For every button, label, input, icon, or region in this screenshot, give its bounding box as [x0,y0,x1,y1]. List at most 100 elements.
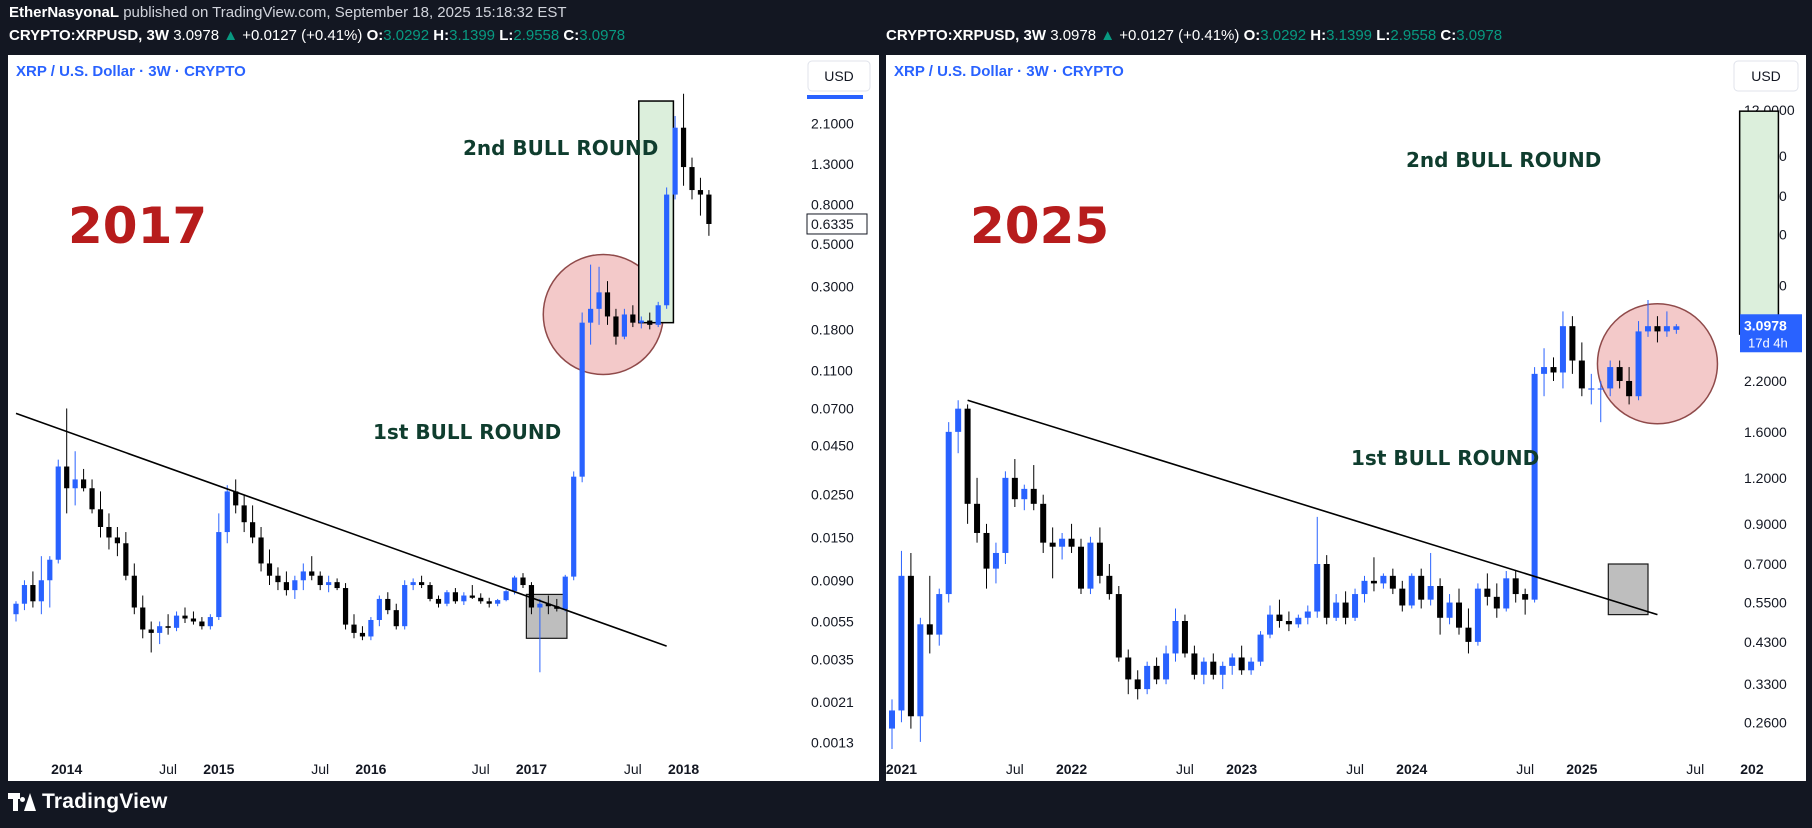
candle-body [613,316,619,337]
x-tick-label: Jul [1176,761,1194,777]
candle-body [545,603,551,607]
candle-body [917,624,924,717]
candle-body [1163,653,1170,680]
candle-body [283,582,289,591]
candle-body [1569,326,1576,361]
currency-button-label[interactable]: USD [1751,68,1781,84]
low-value: 2.9558 [1390,27,1437,44]
close-value: 3.0978 [1456,27,1503,44]
candle-body [148,629,154,633]
candle-body [974,503,981,533]
consolidation-box [1607,563,1649,616]
candle-body [596,292,602,309]
currency-button[interactable] [1733,60,1799,92]
candle-body [1616,367,1623,381]
candle-body [1219,665,1226,675]
candle-body [1068,538,1075,547]
candle-body [393,610,399,627]
candle-body [140,607,146,630]
candle-body [275,575,281,583]
y-tick-label: 2.2000 [1744,373,1787,389]
candle-body [30,585,36,602]
y-tick-label: 0.9000 [1744,516,1787,532]
x-tick-label: Jul [1686,761,1704,777]
candle-body [1210,661,1217,675]
x-tick-label: 2014 [51,761,82,777]
candle-body [571,476,577,577]
candle-body [165,626,171,628]
candle-body [964,408,971,504]
author-name[interactable]: EtherNasyonaL [9,4,120,21]
brand-name[interactable]: TradingView [42,790,168,813]
chart-svg-right[interactable]: XRP / U.S. Dollar · 3W · CRYPTO USD202512… [886,55,1806,781]
candle-body [630,314,636,323]
x-tick-label: Jul [1516,761,1534,777]
candle-body [1144,665,1151,690]
annotation-label: 1st BULL ROUND [1351,446,1539,470]
candle-body [1011,477,1018,500]
candle-body [955,408,962,432]
candle-body [216,532,222,618]
currency-button-label[interactable]: USD [824,68,854,84]
candle-body [342,588,349,625]
candle-body [1399,588,1406,606]
candle-body [655,305,661,325]
y-tick-label: 2.1000 [811,116,854,132]
candle-body [1389,575,1396,589]
x-tick-label: 2022 [1056,761,1087,777]
currency-button[interactable] [807,60,871,92]
chart-panel-left[interactable]: XRP / U.S. Dollar · 3W · CRYPTO USD 2017 2.… [8,55,879,781]
target-box [1738,110,1780,335]
candle-body [1597,388,1604,390]
candle-body [898,575,905,711]
candle-body [1559,326,1566,373]
open-value: 3.0292 [1260,27,1307,44]
candle-body [1172,621,1179,654]
y-tick-label: 1.3000 [811,156,854,172]
candle-body [1427,585,1434,600]
candle-body [926,624,933,635]
candle-body [1040,503,1047,543]
year-label: 2017 [68,197,207,255]
chart-panel-right[interactable]: XRP / U.S. Dollar · 3W · CRYPTO USD 2025 12… [886,55,1806,781]
tradingview-logo-icon[interactable] [8,793,36,811]
candle-body [1049,542,1056,547]
close-label: C: [563,27,580,44]
candle-body [317,575,323,586]
candle-body [1059,538,1066,547]
candle-body [1626,380,1633,397]
candle-body [1285,621,1292,625]
candle-body [1673,326,1680,330]
candle-body [1087,542,1094,589]
candle-body [1134,679,1141,690]
candle-body [64,466,70,489]
candle-body [419,582,425,586]
price-tag-label: 0.6335 [811,216,854,232]
low-label: L: [1376,27,1391,44]
candle-body [478,597,484,602]
candle-body [1474,588,1481,642]
x-tick-label: Jul [1346,761,1364,777]
symbol-name: CRYPTO:XRPUSD, 3W [886,27,1047,44]
candle-body [1125,657,1132,680]
candle-body [224,491,230,533]
candle-body [368,619,374,637]
candle-body [233,491,239,506]
high-value: 3.1399 [449,27,496,44]
chart-svg-left[interactable]: XRP / U.S. Dollar · 3W · CRYPTO USD 2017 2.… [8,55,879,781]
candle-body [190,618,197,622]
candle-body [889,710,895,729]
x-tick-label: Jul [1006,761,1024,777]
candle-body [1304,611,1311,618]
candle-body [604,292,611,317]
y-tick-label: 0.0090 [811,572,854,588]
x-tick-label: 202 [1740,761,1764,777]
candle-body [1607,367,1614,389]
price-tag [806,213,868,235]
y-tick-label: 0.4300 [1744,634,1787,650]
candle-body [1512,578,1519,595]
candle-body [945,431,952,595]
candle-body [47,559,53,581]
candle-body [1588,388,1595,390]
candle-body [1153,665,1160,680]
